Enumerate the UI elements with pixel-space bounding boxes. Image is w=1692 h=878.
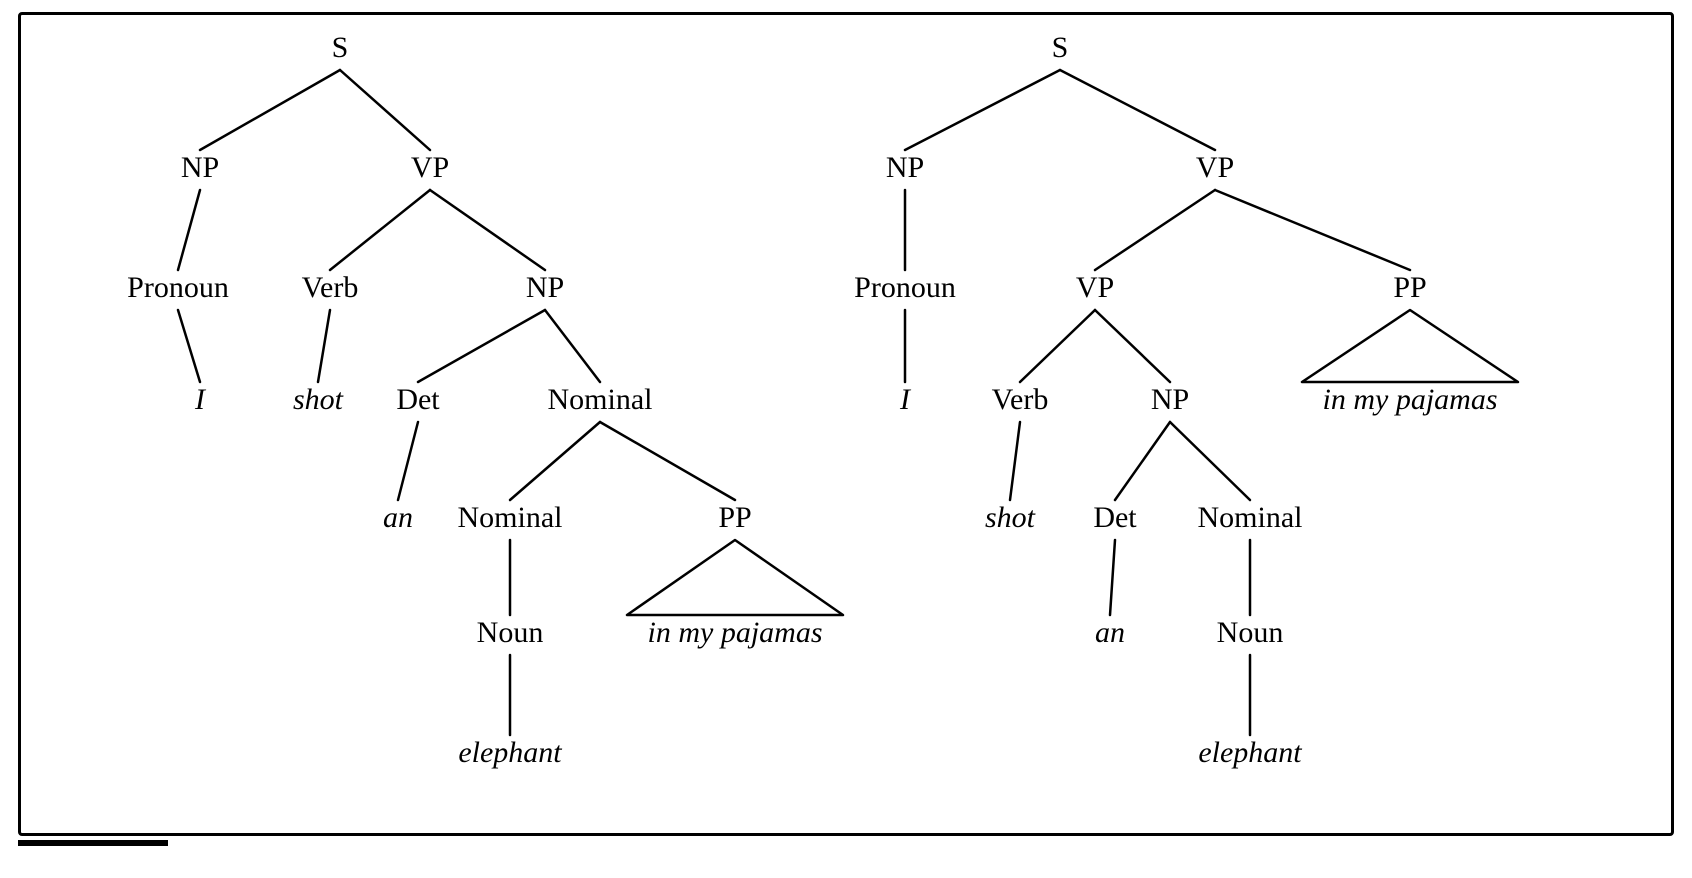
tree-edge xyxy=(1110,540,1115,615)
tree-node-label: Nominal xyxy=(548,383,653,416)
syntax-trees: S NP VP Pronoun Verb NP Ishot Det Nominal an Nomin… xyxy=(0,0,1692,878)
tree-node-label: VP xyxy=(411,151,449,184)
tree-node-label: Pronoun xyxy=(854,271,956,304)
tree-node-label: I xyxy=(194,383,207,416)
tree-edge xyxy=(418,310,545,382)
tree-edge xyxy=(398,422,418,500)
tree-edge xyxy=(178,190,200,270)
tree-node-label: I xyxy=(899,383,912,416)
tree-node-label: an xyxy=(383,501,413,534)
tree-node-label: Noun xyxy=(477,616,544,649)
tree-node-label: VP xyxy=(1076,271,1114,304)
tree-node-label: Verb xyxy=(992,383,1049,416)
tree-node-label: S xyxy=(1052,31,1069,64)
tree-edge xyxy=(178,310,200,382)
tree-node-label: shot xyxy=(985,501,1036,534)
tree-node-label: NP xyxy=(181,151,219,184)
tree-edge xyxy=(1095,310,1170,382)
tree-node-label: S xyxy=(332,31,349,64)
tree-edge xyxy=(1215,190,1410,270)
tree-edge xyxy=(545,310,600,382)
tree-node-label: PP xyxy=(1393,271,1426,304)
tree-node-label: Verb xyxy=(302,271,359,304)
tree-edge xyxy=(318,310,330,382)
tree-edge xyxy=(600,422,735,500)
tree-node-label: elephant xyxy=(1198,736,1302,769)
tree-edge xyxy=(1095,190,1215,270)
tree-edge xyxy=(1060,70,1215,150)
tree-node-label: shot xyxy=(293,383,344,416)
tree-node-label: NP xyxy=(886,151,924,184)
tree-edge xyxy=(1020,310,1095,382)
tree-edge xyxy=(510,422,600,500)
tree-node-label: Nominal xyxy=(458,501,563,534)
tree-edge xyxy=(1115,422,1170,500)
tree-edge xyxy=(330,190,430,270)
diagram-frame: S NP VP Pronoun Verb NP Ishot Det Nominal an Nomin… xyxy=(0,0,1692,878)
tree-node-label: VP xyxy=(1196,151,1234,184)
tree-node-label: in my pajamas xyxy=(1323,383,1498,416)
tree-edge xyxy=(430,190,545,270)
tree-node-label: Pronoun xyxy=(127,271,229,304)
tree-edge xyxy=(340,70,430,150)
tree-node-label: Noun xyxy=(1217,616,1284,649)
tree-node-label: Det xyxy=(1093,501,1137,534)
tree-edge xyxy=(200,70,340,150)
tree-edge xyxy=(1170,422,1250,500)
tree-node-label: elephant xyxy=(458,736,562,769)
tree-node-label: Det xyxy=(396,383,440,416)
tree-node-label: Nominal xyxy=(1198,501,1303,534)
tree-node-label: PP xyxy=(718,501,751,534)
tree-edge xyxy=(905,70,1060,150)
tree-node-label: an xyxy=(1095,616,1125,649)
tree-triangle xyxy=(627,540,843,615)
tree-node-label: NP xyxy=(526,271,564,304)
tree-edge xyxy=(1010,422,1020,500)
tree-triangle xyxy=(1302,310,1518,382)
tree-node-label: in my pajamas xyxy=(648,616,823,649)
tree-node-label: NP xyxy=(1151,383,1189,416)
